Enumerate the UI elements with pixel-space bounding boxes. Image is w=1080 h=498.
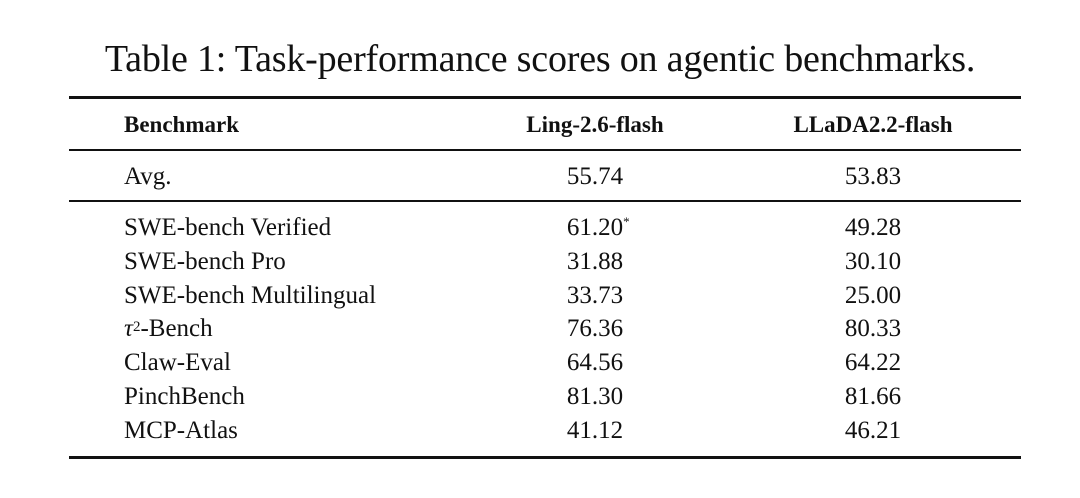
table-header-row: Benchmark Ling-2.6-flash LLaDA2.2-flash <box>0 109 1080 141</box>
header-rule <box>69 149 1021 151</box>
table-caption: Table 1: Task-performance scores on agen… <box>104 38 976 80</box>
avg-model-a: 55.74 <box>566 163 624 190</box>
row-label: MCP-Atlas <box>124 417 238 444</box>
row-model-a: 81.30 <box>566 383 624 410</box>
avg-label: Avg. <box>124 163 172 190</box>
row-label: SWE-bench Verified <box>124 214 332 241</box>
table-row: MCP-Atlas 41.12 46.21 <box>0 415 1080 447</box>
row-model-b: 64.22 <box>844 349 902 376</box>
row-model-a: 64.56 <box>566 349 624 376</box>
row-model-b: 81.66 <box>844 383 902 410</box>
row-label: SWE-bench Multilingual <box>124 282 377 309</box>
row-model-a: 76.36 <box>566 315 624 342</box>
table-row: SWE-bench Verified 61.20 * 49.28 <box>0 212 1080 244</box>
row-model-a: 31.88 <box>566 248 624 275</box>
row-model-b: 30.10 <box>844 248 902 275</box>
header-benchmark: Benchmark <box>124 112 239 137</box>
row-model-a: 33.73 <box>566 282 624 309</box>
row-label: τ2-Bench <box>124 313 213 345</box>
bottom-rule <box>69 456 1021 459</box>
top-rule <box>69 96 1021 99</box>
table-row: PinchBench 81.30 81.66 <box>0 381 1080 413</box>
table-row: SWE-bench Pro 31.88 30.10 <box>0 246 1080 278</box>
row-model-b: 80.33 <box>844 315 902 342</box>
avg-row: Avg. 55.74 53.83 <box>0 161 1080 193</box>
row-model-b: 49.28 <box>844 214 902 241</box>
avg-rule <box>69 200 1021 202</box>
row-model-a: 41.12 <box>566 417 624 444</box>
row-label: SWE-bench Pro <box>124 248 286 275</box>
header-model-a: Ling-2.6-flash <box>526 112 664 137</box>
table-row: τ2-Bench 76.36 80.33 <box>0 313 1080 345</box>
row-model-b: 25.00 <box>844 282 902 309</box>
header-model-b: LLaDA2.2-flash <box>793 112 953 137</box>
label-rest: -Bench <box>140 315 213 342</box>
row-label: Claw-Eval <box>124 349 231 376</box>
row-label: PinchBench <box>124 383 245 410</box>
row-model-b: 46.21 <box>844 417 902 444</box>
row-model-a-value: 61.20 <box>566 214 624 241</box>
row-model-a: 61.20 * <box>495 212 695 244</box>
table-row: SWE-bench Multilingual 33.73 25.00 <box>0 280 1080 312</box>
tau-symbol: τ <box>124 315 133 342</box>
footnote-mark: * <box>623 214 630 229</box>
table-row: Claw-Eval 64.56 64.22 <box>0 347 1080 379</box>
label-superscript: 2 <box>132 319 141 335</box>
avg-model-b: 53.83 <box>844 163 902 190</box>
